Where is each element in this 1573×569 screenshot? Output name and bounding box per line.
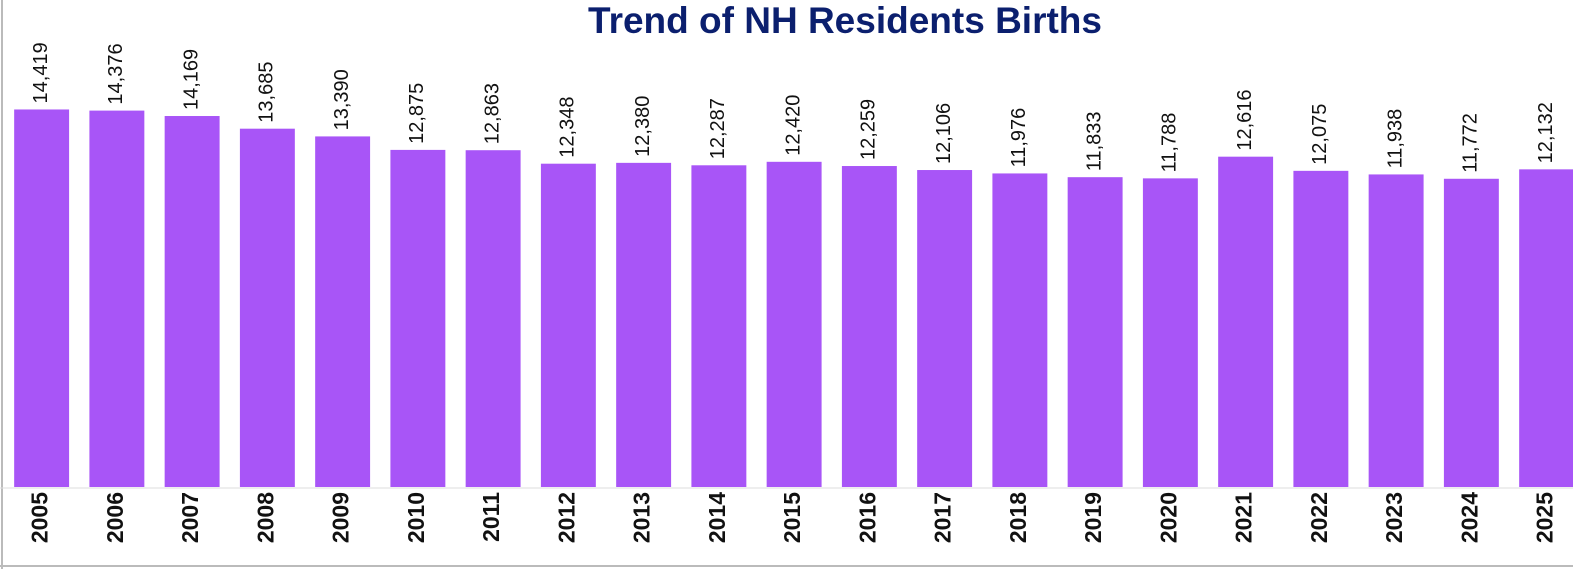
bar: [992, 173, 1048, 487]
x-tick-label: 2019: [1080, 492, 1106, 543]
value-label: 12,259: [858, 99, 880, 160]
bar: [1368, 174, 1424, 487]
bar: [917, 170, 973, 488]
bar: [1443, 178, 1499, 487]
x-tick-label: 2015: [779, 492, 805, 543]
x-tick-label: 2005: [27, 492, 53, 543]
bar: [239, 128, 295, 487]
x-tick-label: 2011: [478, 492, 504, 542]
bar: [390, 149, 446, 488]
x-tick-label: 2021: [1231, 492, 1257, 543]
x-tick-label: 2020: [1155, 492, 1181, 543]
value-label: 12,616: [1234, 90, 1256, 151]
value-label: 11,772: [1460, 113, 1482, 173]
value-label: 11,833: [1083, 111, 1105, 171]
bar: [1142, 178, 1198, 487]
x-tick-label: 2006: [102, 492, 128, 543]
x-tick-label: 2016: [854, 492, 880, 543]
x-tick-label: 2007: [177, 492, 203, 543]
value-label: 11,938: [1384, 109, 1406, 169]
bar: [465, 150, 521, 487]
x-tick-label: 2025: [1532, 492, 1558, 543]
bar: [1067, 177, 1123, 487]
x-tick-label: 2008: [252, 492, 278, 543]
value-label: 12,380: [632, 96, 654, 157]
x-tick-label: 2022: [1306, 492, 1332, 543]
bar: [1519, 169, 1573, 487]
x-tick-label: 2017: [930, 492, 956, 543]
bar: [164, 116, 220, 488]
value-label: 12,348: [557, 97, 579, 158]
x-tick-label: 2018: [1005, 492, 1031, 543]
bar: [691, 165, 747, 487]
bar: [89, 110, 145, 487]
bar: [315, 136, 371, 488]
value-label: 12,106: [933, 103, 955, 164]
value-label: 14,169: [180, 49, 202, 110]
value-label: 11,976: [1008, 108, 1030, 168]
bar: [766, 161, 822, 487]
x-tick-label: 2014: [704, 492, 730, 543]
value-label: 12,075: [1309, 104, 1331, 165]
x-tick-label: 2023: [1381, 492, 1407, 543]
x-tick-label: 2010: [403, 492, 429, 543]
x-tick-label: 2013: [629, 492, 655, 543]
value-label: 13,685: [256, 62, 278, 123]
value-label: 12,875: [406, 83, 428, 144]
x-tick-label: 2012: [553, 492, 579, 543]
bar: [1293, 170, 1349, 487]
value-label: 14,419: [30, 42, 52, 103]
x-tick-label: 2024: [1456, 492, 1482, 543]
bar: [616, 162, 672, 487]
bar: [540, 163, 596, 488]
value-label: 12,132: [1535, 102, 1557, 163]
value-label: 14,376: [105, 43, 127, 104]
value-label: 12,863: [481, 83, 503, 144]
value-label: 11,788: [1159, 113, 1181, 173]
x-tick-label: 2009: [328, 492, 354, 543]
value-label: 13,390: [331, 69, 353, 130]
bar: [14, 109, 70, 487]
value-label: 12,420: [782, 95, 804, 156]
bar: [841, 166, 897, 488]
value-label: 12,287: [707, 98, 729, 159]
chart-title: Trend of NH Residents Births: [588, 0, 1102, 41]
bar: [1218, 156, 1274, 487]
